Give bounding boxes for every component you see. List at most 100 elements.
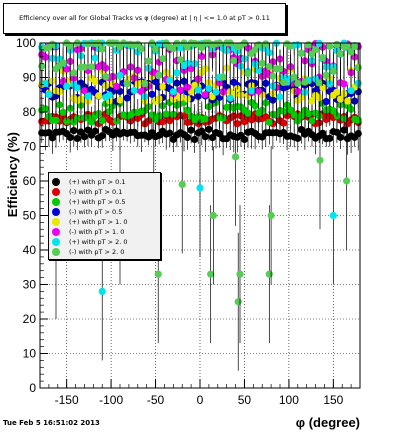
data-point — [343, 97, 352, 105]
data-point — [201, 91, 209, 99]
data-point — [308, 97, 316, 105]
legend-entry: (+) with pT > 0.5 — [49, 197, 160, 207]
legend-marker — [52, 198, 60, 206]
data-point — [351, 42, 359, 50]
data-point — [48, 134, 57, 142]
y-tick-label: 90 — [23, 71, 37, 85]
y-tick-label: 20 — [23, 312, 37, 326]
legend-entry: (-) with pT > 1. 0 — [49, 227, 160, 237]
y-axis-label: Efficiency (%) — [5, 132, 20, 217]
data-point — [240, 135, 249, 144]
data-point — [102, 73, 110, 81]
data-point — [205, 84, 213, 93]
data-point — [336, 95, 345, 103]
data-point — [116, 71, 124, 80]
data-point — [322, 115, 330, 124]
data-point — [66, 42, 74, 50]
legend-label: (-) with pT > 0.5 — [69, 208, 123, 216]
data-point — [198, 52, 206, 61]
data-point — [354, 116, 362, 124]
legend-entry: (+) with pT > 2. 0 — [49, 237, 160, 247]
data-point — [105, 91, 113, 99]
series-group — [38, 39, 362, 125]
data-point — [265, 63, 273, 71]
x-tick-label: -150 — [55, 393, 79, 407]
data-point — [336, 133, 345, 141]
data-point — [169, 45, 177, 53]
y-tick-label: 40 — [23, 243, 37, 257]
y-tick-label: 80 — [23, 105, 37, 119]
legend-marker — [52, 238, 60, 246]
outlier-point — [196, 184, 204, 192]
legend-marker — [52, 248, 60, 256]
outlier-point — [267, 211, 275, 220]
x-tick-label: -100 — [99, 393, 123, 407]
data-point — [219, 73, 227, 81]
data-point — [98, 117, 106, 125]
data-point — [208, 134, 217, 142]
data-point — [141, 80, 149, 88]
data-point — [315, 94, 323, 102]
legend-label: (-) with pT > 0.1 — [69, 188, 123, 196]
legend-label: (+) with pT > 1. 0 — [69, 218, 128, 226]
data-point — [262, 40, 270, 48]
data-point — [95, 92, 103, 100]
data-point — [322, 98, 330, 106]
x-tick-label: -50 — [147, 393, 165, 407]
legend: (+) with pT > 0.1 (-) with pT > 0.1 (+) wi… — [48, 172, 161, 260]
data-point — [290, 73, 298, 81]
data-point — [301, 78, 309, 86]
legend-entry: (+) with pT > 1. 0 — [49, 217, 160, 227]
data-point — [130, 86, 138, 95]
data-point — [144, 57, 153, 65]
data-point — [287, 42, 295, 50]
data-point — [255, 87, 263, 95]
data-point — [251, 46, 259, 54]
data-point — [123, 80, 131, 88]
legend-marker — [52, 208, 60, 216]
chart-title: Efficiency over all for Global Tracks vs… — [3, 3, 286, 34]
data-point — [159, 83, 167, 91]
data-point — [247, 87, 256, 95]
data-point — [176, 56, 185, 64]
data-point — [319, 129, 327, 137]
data-point — [269, 72, 277, 80]
outlier-point — [209, 211, 217, 220]
data-point — [276, 65, 284, 73]
data-point — [336, 50, 345, 58]
data-point — [276, 93, 284, 101]
y-tick-label: 100 — [16, 36, 36, 50]
y-tick-label: 70 — [23, 140, 37, 154]
outlier-point — [343, 177, 351, 185]
y-tick-label: 10 — [23, 347, 37, 361]
outlier-point — [265, 270, 273, 278]
outlier-point — [234, 298, 242, 306]
data-point — [70, 126, 78, 135]
data-point — [287, 106, 295, 114]
data-point — [340, 80, 348, 88]
data-point — [354, 64, 362, 72]
y-tick-label: 0 — [29, 381, 36, 395]
data-point — [187, 65, 195, 73]
data-point — [191, 135, 199, 144]
data-point — [326, 42, 334, 50]
data-point — [48, 40, 57, 48]
data-point — [212, 88, 220, 96]
data-point — [176, 86, 185, 94]
data-point — [244, 109, 252, 117]
axes: 0 10 20 30 40 50 60 70 80 90 100 -150 -100 -50 0 50 100 1… — [16, 36, 361, 407]
data-point — [201, 115, 209, 123]
data-point — [137, 45, 145, 53]
data-point — [155, 71, 163, 79]
data-point — [91, 54, 99, 62]
data-point — [333, 88, 341, 96]
data-point — [80, 87, 89, 95]
data-point — [169, 88, 177, 96]
legend-entry: (+) with pT > 0.1 — [49, 177, 160, 187]
data-point — [255, 66, 263, 74]
data-point — [333, 40, 341, 48]
legend-entry: (-) with pT > 2. 0 — [49, 247, 160, 257]
outlier-point — [178, 180, 186, 189]
data-point — [233, 120, 241, 128]
outlier-point — [154, 270, 162, 278]
